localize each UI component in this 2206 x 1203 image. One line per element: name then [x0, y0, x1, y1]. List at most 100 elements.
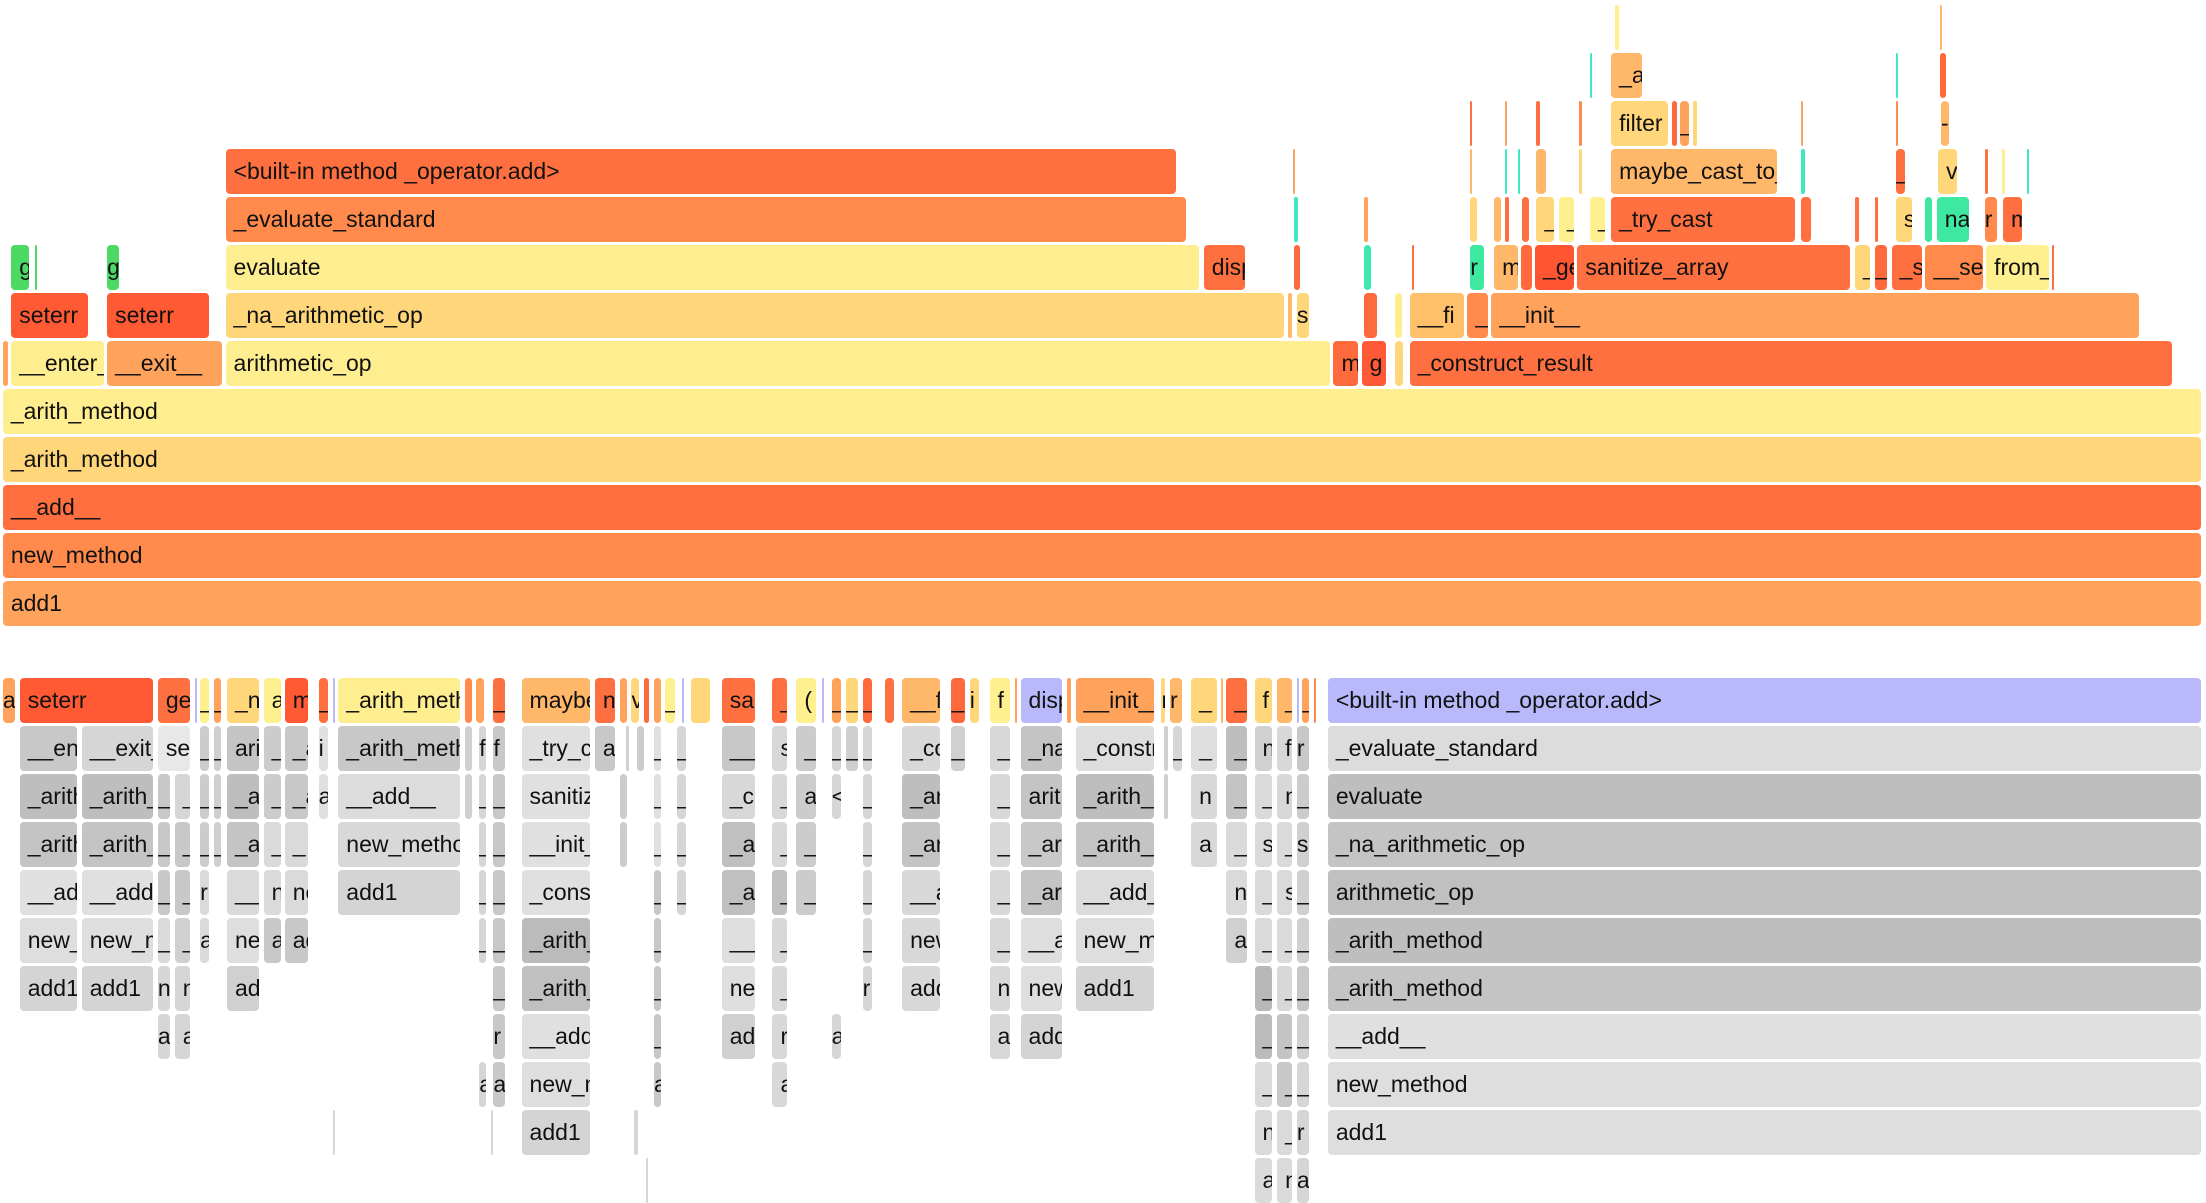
- frame-unnamed[interactable]: _: [263, 774, 282, 819]
- frame-maybe-cast-to-integer-array[interactable]: maybe_cast_to_integer_array: [521, 678, 590, 723]
- frame-unnamed[interactable]: __: [721, 726, 755, 771]
- frame-s[interactable]: _s: [1891, 245, 1923, 290]
- frame-add1[interactable]: add1: [338, 870, 461, 915]
- frame-s[interactable]: s: [1254, 822, 1273, 867]
- frame-unnamed[interactable]: [1801, 197, 1811, 242]
- frame-unnamed[interactable]: [1536, 101, 1541, 146]
- frame-unnamed[interactable]: _: [862, 870, 872, 915]
- frame-unnamed[interactable]: [490, 1110, 493, 1155]
- frame-unnamed[interactable]: [821, 678, 824, 723]
- frame-construct-result[interactable]: _construct_result: [1409, 341, 2172, 386]
- frame-unnamed[interactable]: _: [862, 678, 872, 723]
- frame-arith-method[interactable]: _arith_method: [2, 437, 2202, 482]
- frame-fi[interactable]: fi: [1277, 726, 1292, 771]
- frame-f[interactable]: f: [479, 726, 486, 771]
- frame-unnamed[interactable]: _: [174, 870, 190, 915]
- frame-unnamed[interactable]: [1014, 678, 1017, 723]
- frame-unnamed[interactable]: [1164, 726, 1168, 771]
- frame-unnamed[interactable]: _: [654, 1014, 661, 1059]
- frame-r[interactable]: r: [1984, 197, 1997, 242]
- frame-unnamed[interactable]: [690, 678, 710, 723]
- frame-unnamed[interactable]: _(: [1226, 678, 1247, 723]
- frame-unnamed[interactable]: _: [665, 678, 675, 723]
- frame-unnamed[interactable]: __: [721, 918, 755, 963]
- frame-a[interactable]: a: [263, 678, 282, 723]
- frame-unnamed[interactable]: [1288, 293, 1292, 338]
- frame-unnamed[interactable]: [1590, 53, 1592, 98]
- frame-na-arithmetic-op[interactable]: _na_arithmetic_op: [1020, 726, 1063, 771]
- frame-construct-result[interactable]: _construct_result: [1075, 726, 1154, 771]
- frame-unnamed[interactable]: [1522, 197, 1529, 242]
- frame-r[interactable]: r: [200, 870, 210, 915]
- frame-n[interactable]: _n: [226, 678, 259, 723]
- frame-r[interactable]: r: [1296, 726, 1309, 771]
- frame-unnamed[interactable]: [2052, 245, 2055, 290]
- frame-unnamed[interactable]: _: [493, 870, 506, 915]
- frame-unnamed[interactable]: [1536, 149, 1546, 194]
- frame-evaluate[interactable]: evaluate: [225, 245, 1199, 290]
- frame-m[interactable]: m: [2003, 197, 2023, 242]
- frame-c[interactable]: _c: [721, 774, 755, 819]
- frame-s[interactable]: s: [1277, 870, 1292, 915]
- frame-unnamed[interactable]: _: [1277, 966, 1292, 1011]
- frame-unnamed[interactable]: [1855, 197, 1859, 242]
- frame-arith-method[interactable]: _arith_method: [81, 822, 154, 867]
- frame-unnamed[interactable]: [1939, 53, 1947, 98]
- frame-s[interactable]: s: [1296, 822, 1309, 867]
- frame-na-arithmetic-op[interactable]: _na_arithmetic_op: [1327, 822, 2202, 867]
- frame-unnamed[interactable]: _: [989, 726, 1011, 771]
- frame-unnamed[interactable]: _: [772, 918, 788, 963]
- frame-a[interactable]: a: [318, 774, 328, 819]
- frame-unnamed[interactable]: _: [214, 678, 221, 723]
- frame-unnamed[interactable]: _: [200, 678, 210, 723]
- frame-unnamed[interactable]: _: [676, 822, 686, 867]
- frame-sa[interactable]: sa: [721, 678, 755, 723]
- frame-arithmetic-op[interactable]: arithmetic_op: [225, 341, 1331, 386]
- frame-unnamed[interactable]: _: [1296, 1014, 1309, 1059]
- frame-r[interactable]: r: [1296, 1110, 1309, 1155]
- frame-unnamed[interactable]: _: [772, 870, 788, 915]
- frame-m[interactable]: m: [1277, 774, 1292, 819]
- frame-unnamed[interactable]: [1578, 101, 1583, 146]
- frame-unnamed[interactable]: -: [1940, 101, 1949, 146]
- frame-enter[interactable]: __enter__: [11, 341, 104, 386]
- frame-seterr[interactable]: seterr: [19, 678, 154, 723]
- frame-unnamed[interactable]: [1874, 197, 1879, 242]
- frame-ge[interactable]: _ge: [1535, 245, 1574, 290]
- frame-unnamed[interactable]: _: [951, 678, 965, 723]
- frame-unnamed[interactable]: _: [862, 726, 872, 771]
- frame-arith-method[interactable]: _arith_method: [338, 678, 461, 723]
- frame-na[interactable]: na: [1936, 197, 1969, 242]
- frame-n[interactable]: n: [989, 966, 1011, 1011]
- frame-unnamed[interactable]: _: [493, 918, 506, 963]
- frame-unnamed[interactable]: _: [654, 966, 661, 1011]
- frame-a[interactable]: _a: [284, 726, 309, 771]
- frame-construct-result[interactable]: _construct_result: [902, 726, 940, 771]
- frame-add1[interactable]: add1: [19, 966, 77, 1011]
- frame-a[interactable]: a: [200, 918, 210, 963]
- frame-a[interactable]: a: [1296, 1158, 1309, 1203]
- frame-unnamed[interactable]: [1470, 149, 1473, 194]
- frame-unnamed[interactable]: _: [654, 822, 661, 867]
- frame-arith-method[interactable]: _arith_method: [1075, 774, 1154, 819]
- frame-unnamed[interactable]: [1895, 101, 1899, 146]
- frame-ne[interactable]: ne: [1226, 870, 1247, 915]
- frame-add1[interactable]: add1: [721, 1014, 755, 1059]
- frame-unnamed[interactable]: _: [1467, 293, 1488, 338]
- frame-unnamed[interactable]: _: [1296, 1062, 1309, 1107]
- frame-new-method[interactable]: new_method: [721, 966, 755, 1011]
- frame-unnamed[interactable]: [1470, 101, 1473, 146]
- frame-unnamed[interactable]: _: [1277, 918, 1292, 963]
- frame-n[interactable]: n: [174, 966, 190, 1011]
- frame-disp[interactable]: disp: [1203, 245, 1246, 290]
- frame-add[interactable]: __add__: [1020, 918, 1063, 963]
- frame-unnamed[interactable]: _: [1296, 918, 1309, 963]
- frame-unnamed[interactable]: _: [1191, 678, 1218, 723]
- frame-unnamed[interactable]: _: [174, 822, 190, 867]
- frame-unnamed[interactable]: [1895, 53, 1898, 98]
- frame-unnamed[interactable]: _: [796, 822, 816, 867]
- frame-unnamed[interactable]: _: [1254, 918, 1273, 963]
- frame-unnamed[interactable]: _: [1277, 678, 1292, 723]
- frame-unnamed[interactable]: [1692, 101, 1697, 146]
- frame-a[interactable]: a: [594, 726, 616, 771]
